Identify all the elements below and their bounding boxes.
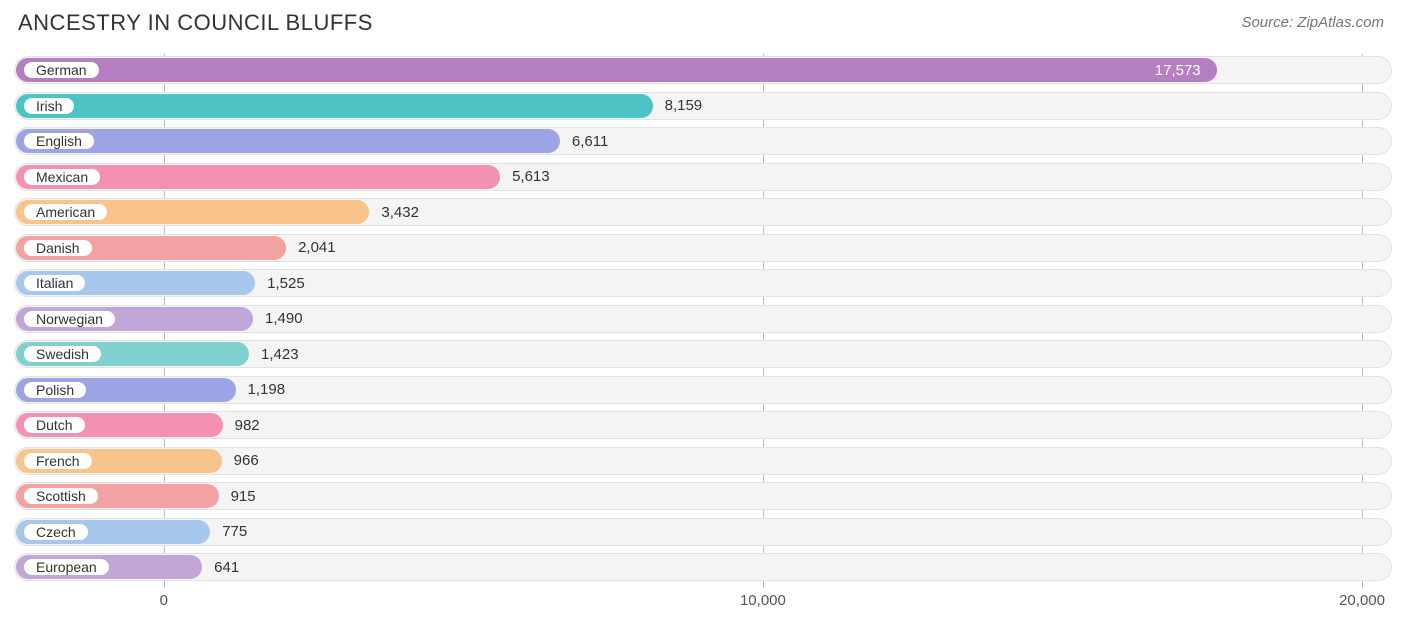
bars-container: German 17,573 Irish 8,159 English 6,611 Mexica… (14, 54, 1392, 587)
bar-label-pill: Danish (22, 238, 94, 258)
bar-label-pill: English (22, 131, 96, 151)
bar-label-pill: Polish (22, 380, 88, 400)
chart-area: German 17,573 Irish 8,159 English 6,611 Mexica… (14, 54, 1392, 610)
bar-row: Swedish 1,423 (14, 338, 1392, 370)
bar-value: 2,041 (298, 232, 336, 264)
bar-label-pill: Swedish (22, 344, 103, 364)
bar-label-pill: Norwegian (22, 309, 117, 329)
bar-row: European 641 (14, 551, 1392, 583)
bar-label-pill: Dutch (22, 415, 87, 435)
bar-value: 17,573 (1155, 54, 1201, 86)
bar-value: 1,490 (265, 303, 303, 335)
bar-row: Irish 8,159 (14, 90, 1392, 122)
bar-row: Italian 1,525 (14, 267, 1392, 299)
bar-label-pill: European (22, 557, 111, 577)
bar-value: 1,525 (267, 267, 305, 299)
bar-row: Scottish 915 (14, 480, 1392, 512)
bar-label-pill: French (22, 451, 94, 471)
bar-value: 3,432 (381, 196, 419, 228)
bar-label-pill: German (22, 60, 101, 80)
bar-fill (16, 129, 560, 153)
bar-value: 966 (234, 445, 259, 477)
bar-value: 8,159 (665, 90, 703, 122)
bar-value: 1,198 (248, 374, 286, 406)
bar-value: 6,611 (572, 125, 608, 157)
bar-value: 982 (235, 409, 260, 441)
bar-value: 775 (222, 516, 247, 548)
bar-value: 641 (214, 551, 239, 583)
bar-row: American 3,432 (14, 196, 1392, 228)
bar-value: 1,423 (261, 338, 299, 370)
bar-label-pill: Irish (22, 96, 76, 116)
bar-value: 5,613 (512, 161, 550, 193)
source-label: Source: ZipAtlas.com (1241, 10, 1384, 31)
chart-title: ANCESTRY IN COUNCIL BLUFFS (18, 10, 373, 36)
bar-row: Danish 2,041 (14, 232, 1392, 264)
bar-row: Mexican 5,613 (14, 161, 1392, 193)
bar-track (14, 518, 1392, 546)
bar-label-pill: American (22, 202, 109, 222)
bar-row: English 6,611 (14, 125, 1392, 157)
bar-row: Dutch 982 (14, 409, 1392, 441)
x-axis: 0 10,000 20,000 (14, 590, 1392, 610)
bar-label-pill: Italian (22, 273, 87, 293)
bar-row: Polish 1,198 (14, 374, 1392, 406)
bar-row: Czech 775 (14, 516, 1392, 548)
bar-track (14, 482, 1392, 510)
x-tick-label: 20,000 (1339, 592, 1385, 609)
bar-label-pill: Scottish (22, 486, 100, 506)
bar-label-pill: Mexican (22, 167, 102, 187)
x-tick-label: 0 (160, 592, 168, 609)
bar-row: German 17,573 (14, 54, 1392, 86)
bar-label-pill: Czech (22, 522, 90, 542)
x-tick-label: 10,000 (740, 592, 786, 609)
bar-fill (16, 94, 653, 118)
bar-row: Norwegian 1,490 (14, 303, 1392, 335)
bar-value: 915 (231, 480, 256, 512)
bar-fill (16, 58, 1217, 82)
bar-row: French 966 (14, 445, 1392, 477)
